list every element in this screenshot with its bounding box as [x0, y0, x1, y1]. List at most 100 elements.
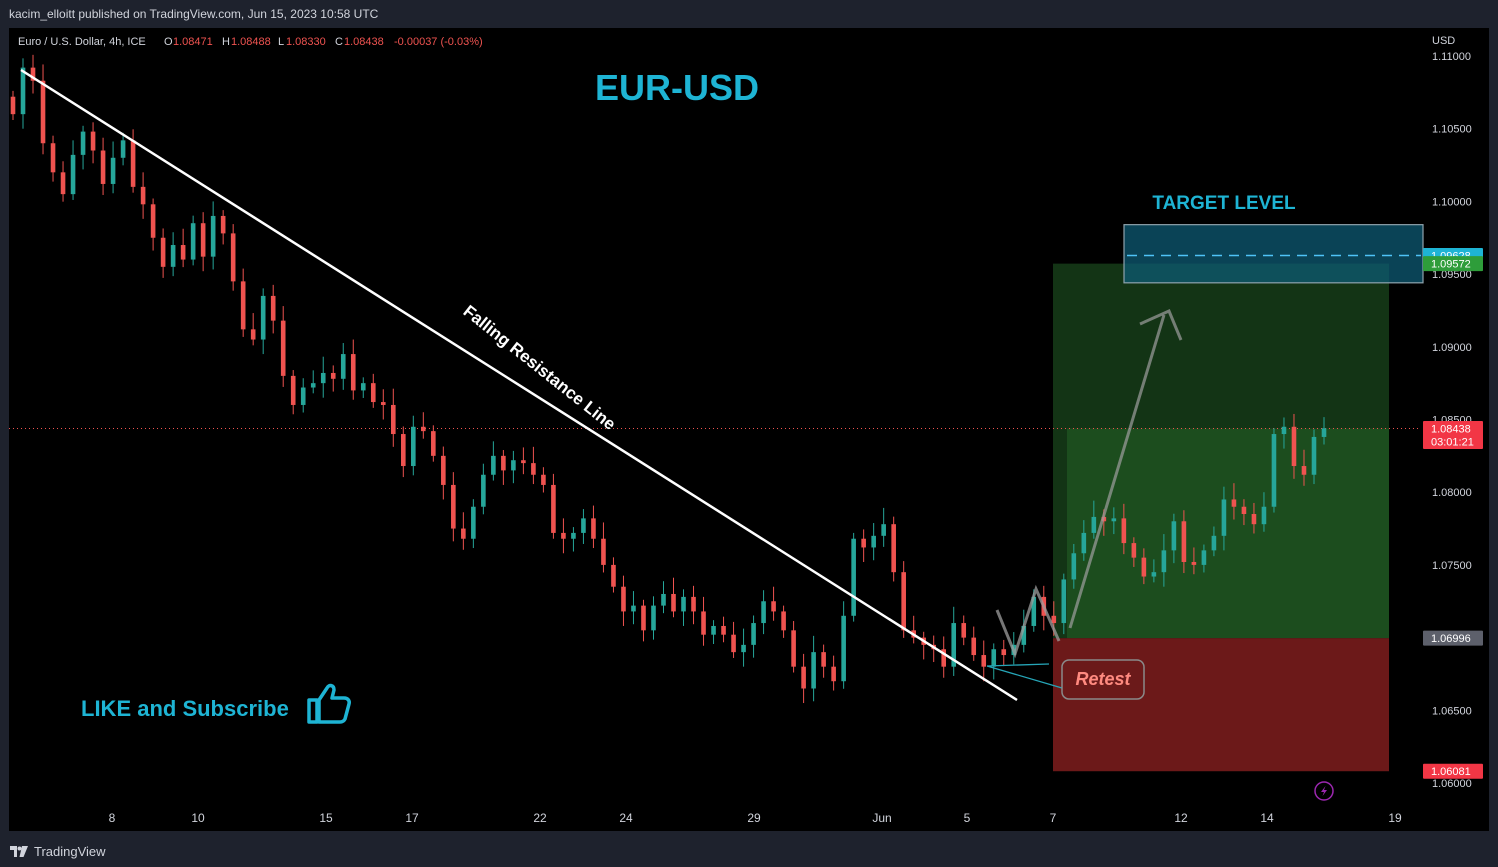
candle-body	[220, 215, 226, 234]
candle	[110, 141, 116, 194]
candle	[1321, 417, 1327, 445]
candle-body	[581, 518, 586, 533]
candle	[1291, 413, 1297, 479]
candle-body	[731, 634, 736, 653]
candle	[180, 228, 186, 268]
candle	[441, 446, 446, 500]
tradingview-logo[interactable]: TradingView	[10, 844, 106, 859]
time-axis[interactable]: 8 10 15 17 22 24 29 Jun 5 7 12 14 19	[109, 811, 1402, 825]
lightning-icon[interactable]	[1314, 781, 1334, 801]
candle	[751, 615, 756, 658]
candle-body	[761, 601, 766, 624]
candle	[1181, 510, 1187, 574]
candle	[941, 636, 947, 678]
candle	[691, 585, 696, 625]
candle-body	[881, 524, 886, 536]
time-tick-label: Jun	[872, 811, 891, 825]
candle	[160, 228, 166, 278]
candle-body	[651, 605, 656, 631]
chart-area[interactable]: Euro / U.S. Dollar, 4h, ICE O 1.08471 H …	[9, 28, 1489, 831]
candle	[230, 224, 236, 291]
candle-body	[390, 404, 396, 435]
price-axis[interactable]: 1.110001.105001.100001.095001.090001.085…	[1423, 51, 1483, 790]
candle	[1301, 449, 1307, 486]
candle	[411, 415, 416, 476]
price-label-bg	[1423, 763, 1483, 779]
close-value: 1.08438	[344, 36, 384, 48]
thumbs-up-icon[interactable]	[307, 683, 351, 724]
candle	[140, 172, 146, 219]
candle-body	[90, 131, 96, 151]
candle	[801, 653, 806, 704]
time-tick-label: 7	[1050, 811, 1057, 825]
candle	[571, 527, 576, 552]
candle	[1211, 526, 1217, 557]
candle-body	[1231, 499, 1237, 507]
candle	[250, 313, 256, 346]
low-label: L	[278, 36, 284, 48]
candle-body	[661, 593, 666, 606]
profit-fill	[1067, 428, 1389, 639]
candle	[240, 268, 246, 337]
candle-body	[571, 532, 576, 539]
candle	[531, 446, 536, 485]
candle-body	[400, 434, 406, 467]
candle-body	[701, 611, 706, 635]
candle-body	[60, 172, 66, 195]
footer: TradingView	[0, 835, 1498, 867]
candle-body	[290, 375, 296, 405]
candle	[431, 425, 436, 462]
candle	[661, 581, 666, 614]
time-tick-label: 10	[191, 811, 205, 825]
candle	[901, 561, 906, 638]
candle	[360, 377, 366, 398]
candle-body	[941, 649, 947, 667]
candle	[1271, 428, 1277, 513]
candle	[150, 198, 156, 251]
candle	[921, 631, 926, 660]
candle-body	[70, 154, 76, 195]
ohlc-readout: O 1.08471 H 1.08488 L 1.08330 C 1.08438 …	[164, 36, 483, 48]
candle	[70, 140, 76, 200]
candle	[90, 122, 96, 164]
candle	[491, 441, 496, 481]
candle	[971, 626, 977, 661]
candle-body	[821, 652, 826, 667]
candle	[190, 215, 196, 266]
candle	[1171, 513, 1177, 564]
candle-body	[310, 383, 316, 388]
time-tick-label: 19	[1388, 811, 1402, 825]
candle-body	[1241, 506, 1247, 515]
chart-svg[interactable]: Euro / U.S. Dollar, 4h, ICE O 1.08471 H …	[9, 28, 1489, 831]
price-label: 1.09572	[1423, 256, 1483, 272]
candle-body	[991, 649, 997, 667]
retest-zigzag	[995, 584, 1061, 659]
candle-body	[741, 644, 746, 653]
candle-body	[340, 354, 346, 379]
candle	[701, 596, 706, 646]
candle	[1131, 537, 1137, 567]
candle-body	[280, 320, 286, 376]
candle	[481, 463, 486, 515]
candle	[260, 288, 266, 355]
candle	[1201, 544, 1207, 573]
price-tick-label: 1.11000	[1432, 51, 1471, 63]
candle	[20, 58, 26, 129]
candle-body	[1141, 557, 1147, 577]
candle	[320, 356, 326, 398]
candle	[511, 450, 516, 484]
change-value: -0.00037 (-0.03%)	[394, 36, 483, 48]
like-subscribe-text[interactable]: LIKE and Subscribe	[81, 696, 289, 721]
candle	[1241, 499, 1247, 526]
trendline-label: Falling Resistance Line	[460, 301, 620, 433]
candle-body	[451, 484, 456, 529]
candle-body	[711, 625, 716, 635]
candle	[551, 473, 556, 539]
candle-body	[1301, 466, 1307, 475]
candle	[1061, 573, 1067, 635]
candle	[1221, 486, 1227, 551]
candle-body	[611, 564, 616, 587]
candle-body	[20, 67, 26, 115]
price-label-text: 1.09572	[1431, 259, 1471, 271]
candle-body	[681, 596, 686, 612]
